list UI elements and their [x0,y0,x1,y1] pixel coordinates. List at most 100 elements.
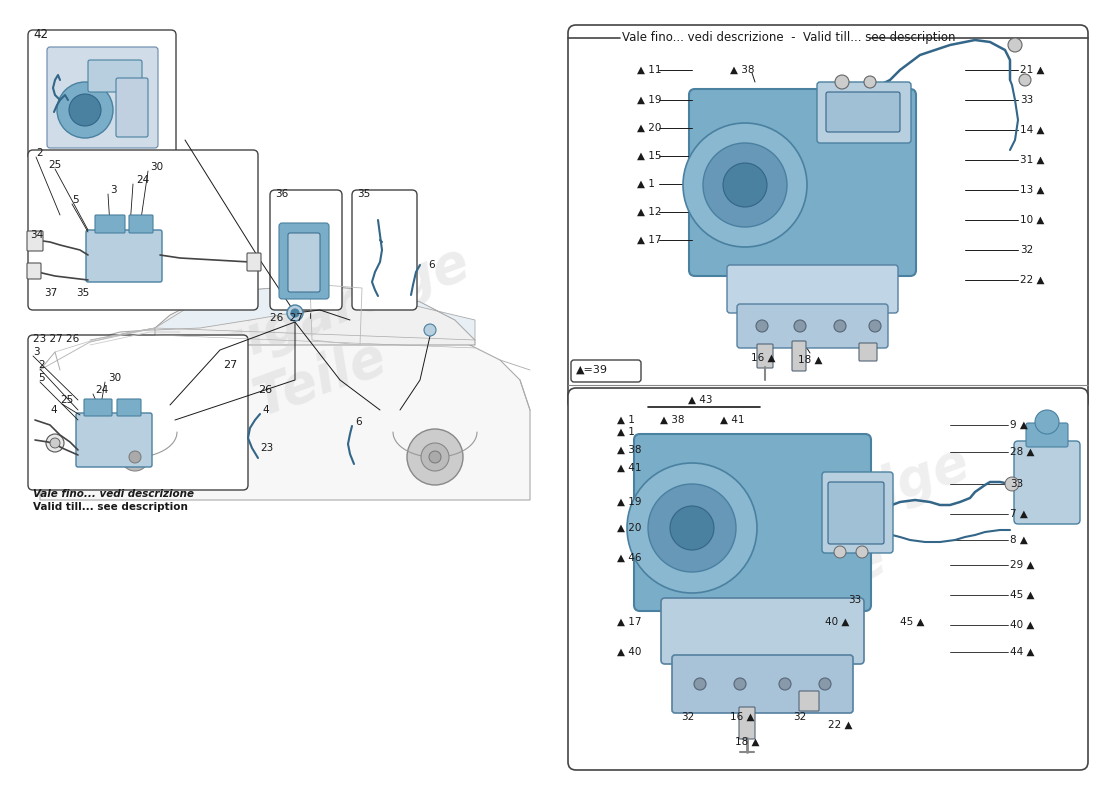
Circle shape [820,678,830,690]
Text: 44 ▲: 44 ▲ [1010,647,1034,657]
FancyBboxPatch shape [737,304,888,348]
Text: 32: 32 [1020,245,1033,255]
Polygon shape [370,290,475,340]
Polygon shape [40,320,530,500]
Text: 24: 24 [136,175,150,185]
Text: ▲ 11: ▲ 11 [637,65,661,75]
Text: 25: 25 [60,395,74,405]
Circle shape [287,305,303,321]
FancyBboxPatch shape [822,472,893,553]
Circle shape [50,438,60,448]
Circle shape [864,76,876,88]
Text: 32: 32 [681,712,694,722]
Text: 6: 6 [355,417,362,427]
Text: 23 27 26: 23 27 26 [33,334,79,344]
Text: 13 ▲: 13 ▲ [1020,185,1045,195]
FancyBboxPatch shape [352,190,417,310]
Text: ▲=39: ▲=39 [576,365,608,375]
Text: einzigartige
Teile: einzigartige Teile [624,436,997,664]
FancyBboxPatch shape [248,253,261,271]
FancyBboxPatch shape [28,30,176,160]
Circle shape [756,320,768,332]
Text: Valid till... see description: Valid till... see description [33,502,188,512]
Text: ▲ 12: ▲ 12 [637,207,661,217]
Circle shape [779,678,791,690]
FancyBboxPatch shape [672,655,852,713]
FancyBboxPatch shape [757,344,773,368]
FancyBboxPatch shape [129,215,153,233]
Text: 18 ▲: 18 ▲ [735,737,759,747]
Text: 3: 3 [110,185,117,195]
FancyBboxPatch shape [1014,441,1080,524]
Text: 45 ▲: 45 ▲ [1010,590,1034,600]
Text: 25: 25 [48,160,62,170]
Text: 40 ▲: 40 ▲ [825,617,849,627]
FancyBboxPatch shape [661,598,864,664]
Text: ▲ 17: ▲ 17 [637,235,661,245]
Text: 21 ▲: 21 ▲ [1020,65,1045,75]
Circle shape [670,506,714,550]
Text: 16 ▲: 16 ▲ [729,712,755,722]
FancyBboxPatch shape [86,230,162,282]
Text: 6: 6 [428,260,435,270]
Text: 9 ▲: 9 ▲ [1010,420,1027,430]
FancyBboxPatch shape [28,231,43,251]
FancyBboxPatch shape [279,223,329,299]
FancyBboxPatch shape [28,335,248,490]
FancyBboxPatch shape [28,150,258,310]
Circle shape [1019,74,1031,86]
FancyBboxPatch shape [568,25,1088,410]
Circle shape [627,463,757,593]
Text: ▲ 38: ▲ 38 [617,445,641,455]
Text: 5: 5 [39,373,45,383]
Circle shape [694,678,706,690]
Circle shape [292,309,299,317]
Circle shape [107,429,163,485]
FancyBboxPatch shape [739,707,755,739]
Circle shape [429,451,441,463]
Circle shape [1005,477,1019,491]
Circle shape [129,451,141,463]
Text: 27: 27 [223,360,238,370]
FancyBboxPatch shape [116,78,148,137]
Circle shape [648,484,736,572]
Text: 8 ▲: 8 ▲ [1010,535,1027,545]
Text: 16 ▲: 16 ▲ [750,353,776,363]
Circle shape [407,429,463,485]
Text: 22 ▲: 22 ▲ [827,720,853,730]
Text: ▲ 19: ▲ 19 [637,95,661,105]
Text: ▲ 46: ▲ 46 [617,553,641,563]
FancyBboxPatch shape [88,60,142,92]
FancyBboxPatch shape [727,265,898,313]
Circle shape [869,320,881,332]
FancyBboxPatch shape [47,47,158,148]
Text: ▲ 41: ▲ 41 [617,463,641,473]
Text: 26: 26 [257,385,272,395]
Circle shape [1008,38,1022,52]
Text: 26  27: 26 27 [270,313,302,323]
FancyBboxPatch shape [117,399,141,416]
Text: ▲ 15: ▲ 15 [637,151,661,161]
Text: 3: 3 [33,347,40,357]
FancyBboxPatch shape [568,388,1088,770]
Text: 32: 32 [793,712,806,722]
Text: 34: 34 [30,230,43,240]
Text: 40 ▲: 40 ▲ [1010,620,1034,630]
FancyBboxPatch shape [288,233,320,292]
FancyBboxPatch shape [571,360,641,382]
Text: ▲ 38: ▲ 38 [660,415,684,425]
Text: 37: 37 [44,288,57,298]
Circle shape [421,443,449,471]
Circle shape [834,320,846,332]
Circle shape [683,123,807,247]
FancyBboxPatch shape [826,92,900,132]
FancyBboxPatch shape [634,434,871,611]
Text: 29 ▲: 29 ▲ [1010,560,1034,570]
Circle shape [1035,410,1059,434]
FancyBboxPatch shape [689,89,916,276]
Text: 33: 33 [848,595,861,605]
Polygon shape [155,285,310,330]
Circle shape [835,75,849,89]
Text: 35: 35 [76,288,89,298]
Text: 28 ▲: 28 ▲ [1010,447,1034,457]
